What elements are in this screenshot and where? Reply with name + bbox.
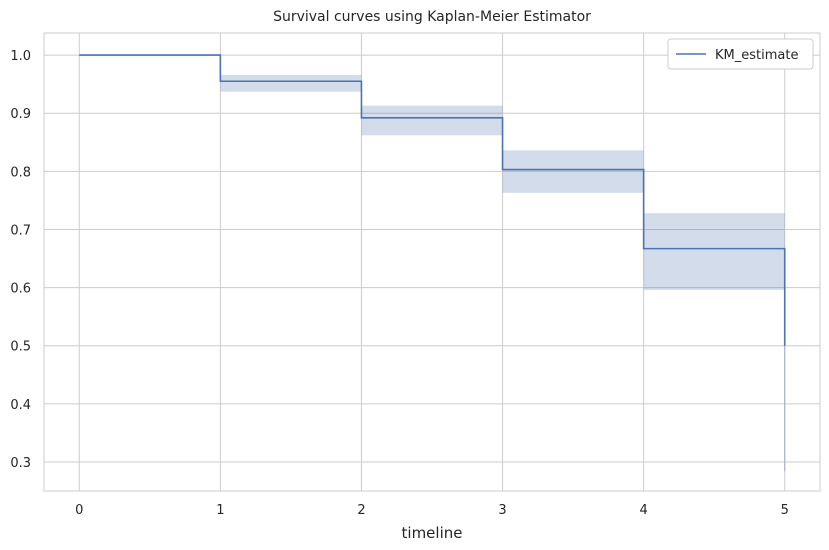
- x-tick-label: 2: [357, 503, 365, 518]
- confidence-band-step: [643, 213, 785, 290]
- confidence-band-layer: [220, 74, 786, 472]
- km-estimate-line: [79, 54, 786, 346]
- y-tick-labels: 0.3 0.4 0.5 0.6 0.7 0.8 0.9 1.0: [10, 49, 31, 471]
- y-tick-label: 0.8: [10, 165, 31, 180]
- plot-frame: [43, 32, 821, 492]
- confidence-band-step: [502, 150, 644, 193]
- y-tick-label: 0.4: [10, 398, 31, 413]
- x-axis-label: timeline: [402, 524, 463, 542]
- x-tick-labels: 0 1 2 3 4 5: [75, 503, 789, 518]
- x-tick-label: 4: [639, 503, 647, 518]
- y-tick-label: 0.9: [10, 107, 31, 122]
- x-tick-label: 3: [498, 503, 506, 518]
- series-layer: [79, 54, 786, 346]
- y-tick-label: 0.3: [10, 456, 31, 471]
- x-tick-label: 0: [75, 503, 83, 518]
- y-tick-label: 0.7: [10, 223, 31, 238]
- y-tick-label: 0.5: [10, 340, 31, 355]
- x-tick-label: 5: [781, 503, 789, 518]
- confidence-band-step: [220, 74, 362, 92]
- legend-label: KM_estimate: [715, 48, 798, 63]
- chart-title: Survival curves using Kaplan-Meier Estim…: [273, 9, 591, 25]
- legend: KM_estimate: [667, 38, 814, 70]
- x-tick-label: 1: [216, 503, 224, 518]
- legend-box: [667, 38, 814, 70]
- y-tick-label: 0.6: [10, 282, 31, 297]
- confidence-band-step: [361, 105, 503, 136]
- y-tick-label: 1.0: [10, 49, 31, 64]
